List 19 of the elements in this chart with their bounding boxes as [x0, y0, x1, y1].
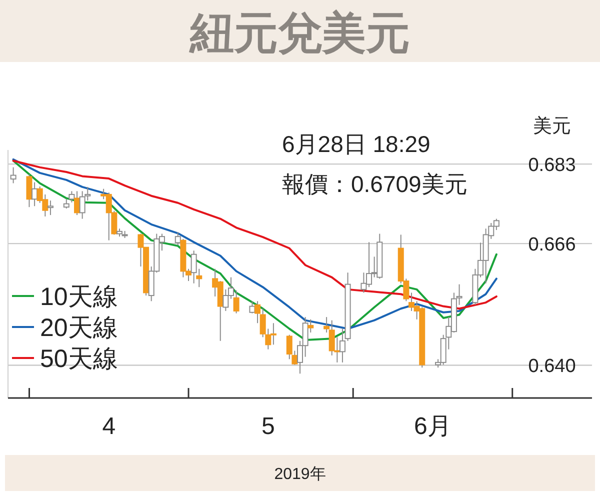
candlestick: [190, 250, 197, 284]
y-tick-label: 0.640: [528, 356, 576, 378]
x-tick-label: 6月: [414, 413, 452, 440]
legend-label: 50天線: [40, 345, 118, 373]
y-axis-title: 美元: [533, 115, 571, 137]
x-axis-title: 2019年: [274, 466, 326, 483]
legend-label: 20天線: [40, 314, 118, 342]
candlestick: [10, 166, 16, 184]
y-tick-label: 0.666: [528, 234, 576, 256]
candlestick: [32, 182, 38, 207]
annotation: 報價：0.6709美元: [282, 171, 468, 197]
candlestick: [47, 200, 54, 216]
x-tick-label: 4: [102, 413, 116, 440]
annotation: 6月28日 18:29: [282, 131, 430, 157]
chart-title: 紐元兌美元: [188, 9, 410, 58]
y-tick-label: 0.683: [528, 155, 576, 176]
legend-label: 10天線: [40, 283, 118, 311]
x-tick-label: 5: [261, 413, 275, 440]
candlestick: [249, 300, 256, 314]
